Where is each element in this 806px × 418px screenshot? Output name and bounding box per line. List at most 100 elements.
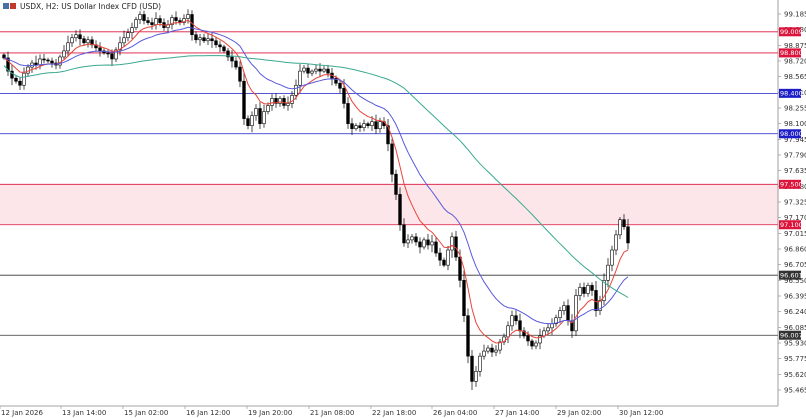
candle — [466, 308, 470, 364]
candle — [286, 96, 290, 111]
price-tick-label: 98.875 — [784, 42, 806, 50]
candle — [66, 35, 70, 57]
candle — [310, 69, 314, 77]
candle — [226, 48, 230, 62]
candle — [626, 218, 630, 250]
candle — [430, 234, 434, 253]
candle — [594, 280, 598, 317]
level-badge — [779, 270, 801, 280]
candle — [222, 44, 226, 53]
candle — [322, 66, 326, 74]
candle — [50, 57, 54, 68]
candle — [602, 273, 606, 305]
candle — [454, 230, 458, 262]
candle — [562, 301, 566, 315]
candle — [302, 64, 306, 74]
candle — [386, 119, 390, 152]
candle — [178, 17, 182, 26]
candle — [522, 327, 526, 339]
candle — [474, 366, 478, 387]
candle — [150, 17, 154, 30]
level-badge — [779, 129, 801, 139]
time-tick-label: 19 Jan 20:00 — [248, 409, 292, 417]
time-tick-label: 26 Jan 04:00 — [433, 409, 477, 417]
candle — [214, 37, 218, 48]
candle — [510, 310, 514, 331]
moving-averages-layer — [3, 19, 629, 344]
candle — [614, 229, 618, 256]
candle — [258, 102, 262, 130]
candle — [534, 340, 538, 350]
candle — [330, 68, 334, 86]
candle — [394, 169, 398, 200]
candle — [434, 237, 438, 257]
price-tick-label: 97.945 — [784, 136, 806, 144]
candle — [374, 114, 378, 134]
ma-fast-line — [3, 19, 629, 344]
candle — [314, 64, 318, 75]
supply-zone — [0, 184, 778, 225]
price-tick-label: 96.705 — [784, 261, 806, 269]
candle — [198, 34, 202, 46]
symbol-icon — [3, 3, 9, 9]
candle — [130, 22, 134, 40]
candle — [538, 328, 542, 350]
symbol-title: USDX, H2: US Dollar Index CFD (USD) — [20, 2, 161, 11]
time-tick-label: 22 Jan 18:00 — [372, 409, 416, 417]
time-axis: 12 Jan 2026 13 Jan 14:00 15 Jan 02:00 16 Ja… — [0, 405, 778, 417]
candle — [554, 314, 558, 327]
candle — [370, 116, 374, 132]
chart-header: USDX, H2: US Dollar Index CFD (USD) — [3, 2, 161, 11]
level-badge-label: 98.000 — [780, 130, 803, 138]
price-tick-label: 96.395 — [784, 293, 806, 301]
candle — [134, 16, 138, 31]
candle — [146, 17, 150, 26]
price-tick-label: 97.325 — [784, 199, 806, 207]
candle — [438, 247, 442, 266]
price-tick-label: 97.015 — [784, 230, 806, 238]
candle — [18, 76, 22, 91]
candle — [530, 338, 534, 350]
candle — [218, 40, 222, 53]
candle — [194, 31, 198, 44]
candle — [74, 30, 78, 42]
candle — [406, 234, 410, 248]
candle — [254, 104, 258, 121]
price-tick-label: 98.255 — [784, 105, 806, 113]
price-axis: 99.18599.03098.87598.72098.56598.41098.2… — [777, 0, 806, 406]
price-tick-label: 95.620 — [784, 371, 806, 379]
price-tick-label: 96.860 — [784, 246, 806, 254]
candle — [610, 245, 614, 272]
candle — [558, 306, 562, 324]
candle — [494, 345, 498, 357]
candle — [10, 64, 14, 86]
price-tick-label: 99.185 — [784, 11, 806, 19]
candle — [206, 33, 210, 46]
candle — [342, 79, 346, 109]
candle — [114, 47, 118, 63]
candle — [70, 34, 74, 48]
candle — [506, 321, 510, 344]
candle — [202, 33, 206, 43]
candle — [338, 79, 342, 94]
candle — [426, 233, 430, 250]
level-badge-label: 98.800 — [780, 49, 803, 57]
time-tick-label: 13 Jan 14:00 — [62, 409, 106, 417]
zone-layer — [0, 184, 778, 225]
candle — [82, 35, 86, 46]
candle — [78, 29, 82, 46]
candle — [42, 53, 46, 64]
candle — [30, 59, 34, 73]
candle — [62, 45, 66, 61]
candle — [498, 338, 502, 354]
candle — [442, 257, 446, 268]
candle — [490, 343, 494, 358]
candle — [166, 19, 170, 34]
candle — [570, 314, 574, 338]
candle — [182, 14, 186, 26]
ma-medium-line — [3, 26, 629, 325]
level-badge — [779, 220, 801, 230]
candle — [578, 283, 582, 301]
candle — [414, 232, 418, 246]
